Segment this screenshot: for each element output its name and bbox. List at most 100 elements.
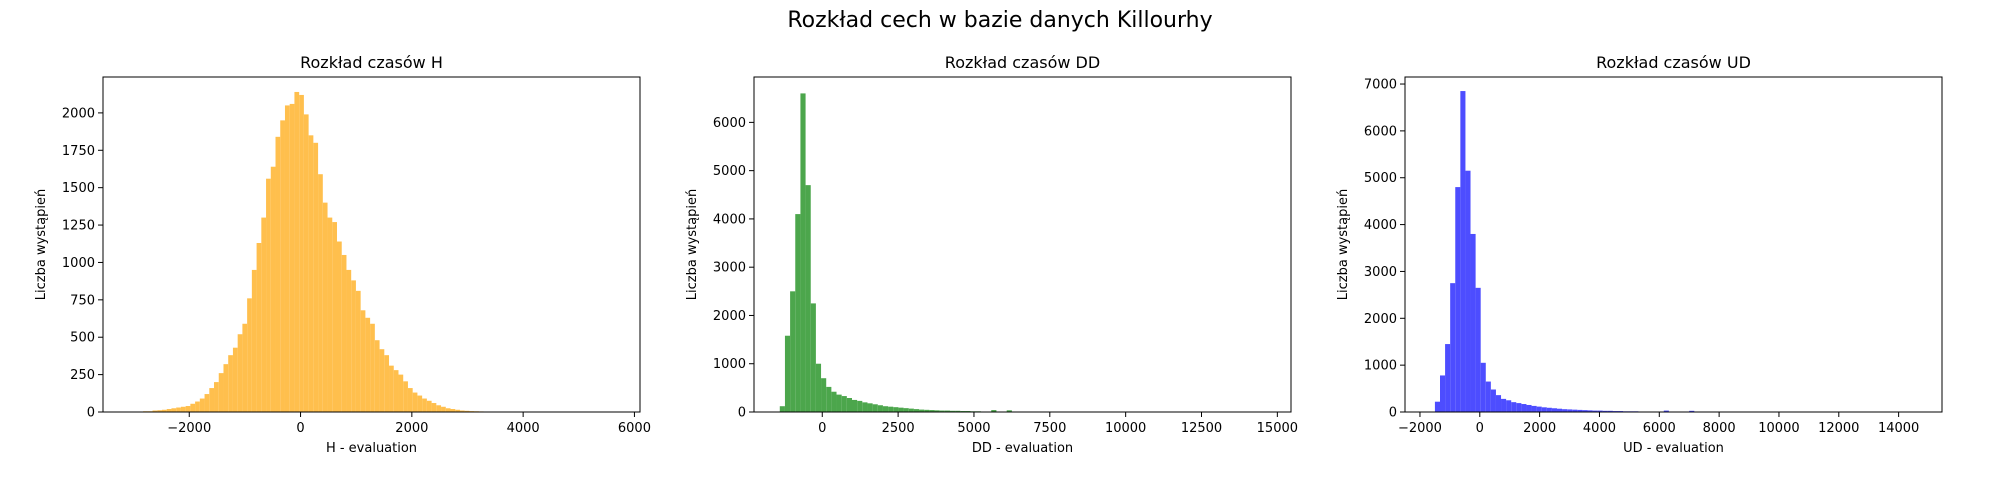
histogram-bar bbox=[346, 270, 351, 412]
x-tick-label: 10000 bbox=[1105, 421, 1146, 436]
histogram-bar bbox=[842, 396, 847, 412]
x-axis-label: H - evaluation bbox=[326, 441, 417, 456]
histogram-bar bbox=[816, 364, 821, 412]
histogram-bar bbox=[337, 242, 342, 412]
histogram-bar bbox=[413, 393, 418, 412]
histogram-bar bbox=[1491, 390, 1496, 412]
y-tick-label: 1000 bbox=[713, 357, 746, 372]
histogram-bar bbox=[271, 167, 276, 412]
histogram-bar bbox=[888, 407, 893, 412]
x-tick-label: 12000 bbox=[1818, 421, 1859, 436]
x-tick-label: 6000 bbox=[618, 421, 651, 436]
histogram-bar bbox=[200, 399, 205, 412]
histogram-bar bbox=[408, 388, 413, 412]
histogram-bar bbox=[795, 214, 800, 412]
histogram-bar bbox=[1486, 382, 1491, 412]
subplot-title: Rozkład czasów UD bbox=[1596, 53, 1751, 72]
y-tick-label: 3000 bbox=[713, 261, 746, 276]
histogram-bar bbox=[857, 401, 862, 412]
x-tick-label: 0 bbox=[818, 421, 826, 436]
histogram-bar bbox=[821, 378, 826, 412]
histogram-bar bbox=[873, 404, 878, 412]
y-tick-label: 5000 bbox=[1364, 171, 1397, 186]
y-axis-label: Liczba wystąpień bbox=[685, 189, 700, 300]
y-tick-label: 0 bbox=[87, 406, 95, 421]
histogram-bar bbox=[1501, 399, 1506, 412]
histogram-bar bbox=[181, 407, 186, 412]
histogram-bar bbox=[898, 408, 903, 412]
histogram-bar bbox=[1465, 171, 1470, 412]
x-tick-label: 4000 bbox=[507, 421, 540, 436]
histogram-bar bbox=[1506, 400, 1511, 412]
histogram-bar bbox=[280, 120, 285, 412]
histogram-bar bbox=[290, 104, 295, 412]
x-tick-label: −2000 bbox=[1398, 421, 1442, 436]
histogram-bar bbox=[342, 255, 347, 412]
histogram-bar bbox=[205, 394, 210, 412]
histogram-bar bbox=[800, 93, 805, 412]
x-tick-label: 2000 bbox=[1523, 421, 1556, 436]
y-tick-label: 500 bbox=[70, 331, 95, 346]
histogram-bars bbox=[1435, 91, 1913, 412]
histogram-bar bbox=[195, 402, 200, 412]
y-tick-label: 5000 bbox=[713, 164, 746, 179]
histogram-bar bbox=[790, 291, 795, 412]
histogram-bar bbox=[1455, 187, 1460, 412]
histogram-bar bbox=[1445, 344, 1450, 412]
x-axis-label: DD - evaluation bbox=[972, 441, 1073, 456]
histogram-bar bbox=[780, 406, 785, 412]
y-tick-label: 0 bbox=[738, 406, 746, 421]
histogram-bars bbox=[143, 92, 502, 412]
histogram-bar bbox=[190, 404, 195, 412]
x-tick-label: 2000 bbox=[395, 421, 428, 436]
histogram-bar bbox=[785, 336, 790, 412]
histogram-bar bbox=[332, 222, 337, 412]
histogram-bar bbox=[1526, 405, 1531, 412]
histogram-bar bbox=[228, 355, 233, 412]
histogram-bar bbox=[351, 280, 356, 412]
histogram-bar bbox=[893, 407, 898, 412]
histogram-bar bbox=[831, 392, 836, 412]
histogram-bar bbox=[186, 406, 191, 412]
histogram-bar bbox=[1511, 402, 1516, 412]
histogram-bar bbox=[223, 364, 228, 412]
histogram-bar bbox=[1460, 91, 1465, 412]
histogram-bar bbox=[309, 135, 314, 412]
histogram-bar bbox=[1521, 404, 1526, 412]
histogram-bar bbox=[171, 408, 176, 412]
histogram-bar bbox=[323, 203, 328, 412]
y-tick-label: 750 bbox=[70, 293, 95, 308]
histogram-bar bbox=[1476, 288, 1481, 412]
y-tick-label: 2000 bbox=[62, 106, 95, 121]
y-tick-label: 6000 bbox=[713, 116, 746, 131]
y-tick-label: 4000 bbox=[713, 212, 746, 227]
histogram-bar bbox=[417, 396, 422, 412]
x-tick-label: 6000 bbox=[1643, 421, 1676, 436]
histogram-bar bbox=[446, 408, 451, 412]
y-tick-label: 1000 bbox=[1364, 359, 1397, 374]
histogram-bar bbox=[1532, 406, 1537, 412]
x-tick-label: 12500 bbox=[1181, 421, 1222, 436]
histogram-bar bbox=[909, 409, 914, 412]
histogram-bar bbox=[1481, 363, 1486, 412]
y-tick-label: 2000 bbox=[1364, 312, 1397, 327]
x-tick-label: 10000 bbox=[1758, 421, 1799, 436]
histogram-bar bbox=[384, 355, 389, 412]
histogram-bar bbox=[389, 366, 394, 412]
histogram-bar bbox=[811, 303, 816, 412]
histogram-bar bbox=[370, 324, 375, 412]
y-tick-label: 0 bbox=[1389, 406, 1397, 421]
histogram-bar bbox=[847, 398, 852, 412]
histogram-bar bbox=[242, 324, 247, 412]
histogram-bar bbox=[441, 407, 446, 412]
y-tick-label: 6000 bbox=[1364, 124, 1397, 139]
y-tick-label: 3000 bbox=[1364, 265, 1397, 280]
y-axis-label: Liczba wystąpień bbox=[34, 189, 49, 300]
histogram-bar bbox=[176, 408, 181, 412]
histogram-bar bbox=[276, 137, 281, 412]
x-tick-label: −2000 bbox=[167, 421, 211, 436]
